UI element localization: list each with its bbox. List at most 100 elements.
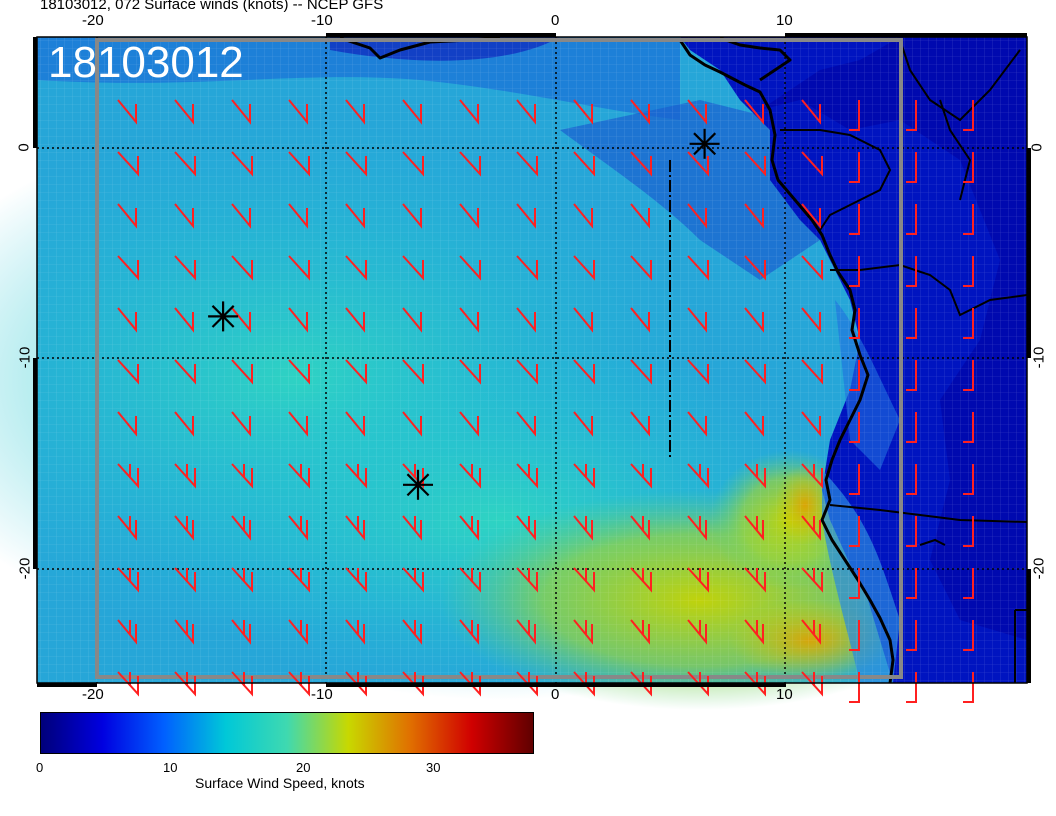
wind-barb (744, 151, 766, 177)
wind-barb (906, 204, 917, 235)
wind-barb (345, 619, 365, 645)
wind-barb (516, 203, 536, 229)
wind-barb (849, 568, 860, 599)
wind-barb (117, 359, 139, 385)
wind-barb (231, 567, 253, 593)
wind-barb (516, 567, 538, 593)
wind-barb (345, 359, 367, 385)
wind-barb (345, 515, 365, 541)
wind-barb (963, 308, 974, 339)
wind-barb (573, 203, 593, 229)
wind-barb (573, 151, 595, 177)
y-tick-label: 0 (15, 143, 33, 152)
y-tick-label-right: -10 (1030, 346, 1048, 369)
wind-barb (849, 516, 860, 547)
wind-barb (687, 203, 707, 229)
wind-barb (459, 515, 479, 541)
wind-barb (963, 516, 974, 547)
wind-barb (849, 152, 860, 183)
wind-barb (630, 515, 650, 541)
wind-barb (345, 255, 367, 281)
wind-barb (963, 568, 974, 599)
wind-barb (231, 255, 253, 281)
wind-barb (174, 255, 196, 281)
wind-barb (516, 307, 536, 333)
wind-barb (345, 411, 365, 437)
wind-barb (906, 152, 917, 183)
wind-barb (906, 620, 917, 651)
wind-barb (402, 203, 422, 229)
wind-barb (288, 515, 308, 541)
wind-barb (963, 100, 974, 131)
wind-barb (687, 359, 709, 385)
wind-barb (963, 412, 974, 443)
wind-barb (231, 359, 253, 385)
wind-barb (573, 619, 593, 645)
wind-barb (459, 619, 479, 645)
wind-barb (288, 203, 308, 229)
wind-barb (231, 99, 251, 125)
wind-barb (630, 359, 652, 385)
wind-barb (687, 307, 707, 333)
wind-barb (687, 411, 707, 437)
wind-barb (459, 99, 479, 125)
wind-barb (345, 151, 367, 177)
axis-ticks (33, 33, 1031, 687)
wind-barb (573, 99, 593, 125)
wind-barb (963, 464, 974, 495)
wind-barb (459, 203, 479, 229)
wind-barb (231, 203, 251, 229)
y-tick-label: -10 (16, 346, 34, 369)
wind-barb (231, 151, 253, 177)
wind-barb (174, 515, 194, 541)
wind-barb (174, 463, 196, 489)
wind-barb (174, 203, 194, 229)
wind-barb (744, 203, 764, 229)
wind-barb (801, 411, 821, 437)
wind-barb (849, 672, 860, 703)
wind-barb (906, 308, 917, 339)
wind-barb (516, 151, 538, 177)
asterisk-marker-icon (689, 128, 720, 159)
x-tick-label: 0 (551, 686, 560, 703)
wind-barb (849, 204, 860, 235)
wind-barb (630, 307, 650, 333)
wind-barb (345, 307, 365, 333)
wind-barb (288, 151, 310, 177)
x-tick-label-top: -10 (311, 12, 333, 29)
wind-barb (345, 463, 367, 489)
wind-barb (849, 308, 860, 339)
wind-barb (117, 99, 137, 125)
wind-barb (174, 567, 196, 593)
wind-barb (573, 515, 593, 541)
wind-barb (630, 619, 650, 645)
wind-barb (459, 255, 481, 281)
wind-barb (231, 515, 251, 541)
wind-barb (573, 463, 595, 489)
wind-barb (402, 463, 424, 489)
colorbar-tick: 20 (296, 760, 311, 775)
wind-barb (801, 151, 823, 177)
wind-barb (687, 99, 707, 125)
wind-barb (849, 360, 860, 391)
wind-barb (801, 463, 823, 489)
wind-barb (801, 515, 821, 541)
wind-barb (630, 255, 652, 281)
wind-barb (963, 672, 974, 703)
wind-barb (459, 359, 481, 385)
wind-barb (630, 567, 652, 593)
wind-barb (963, 360, 974, 391)
wind-barb (687, 619, 707, 645)
wind-barb (117, 151, 139, 177)
wind-barb (573, 307, 593, 333)
wind-barb (906, 516, 917, 547)
graticule (37, 37, 1027, 683)
wind-barb (906, 256, 917, 287)
wind-barb (516, 619, 536, 645)
wind-barb (402, 411, 422, 437)
wind-barb (402, 151, 424, 177)
wind-barb (174, 411, 194, 437)
wind-barb (402, 255, 424, 281)
wind-barb (288, 411, 308, 437)
